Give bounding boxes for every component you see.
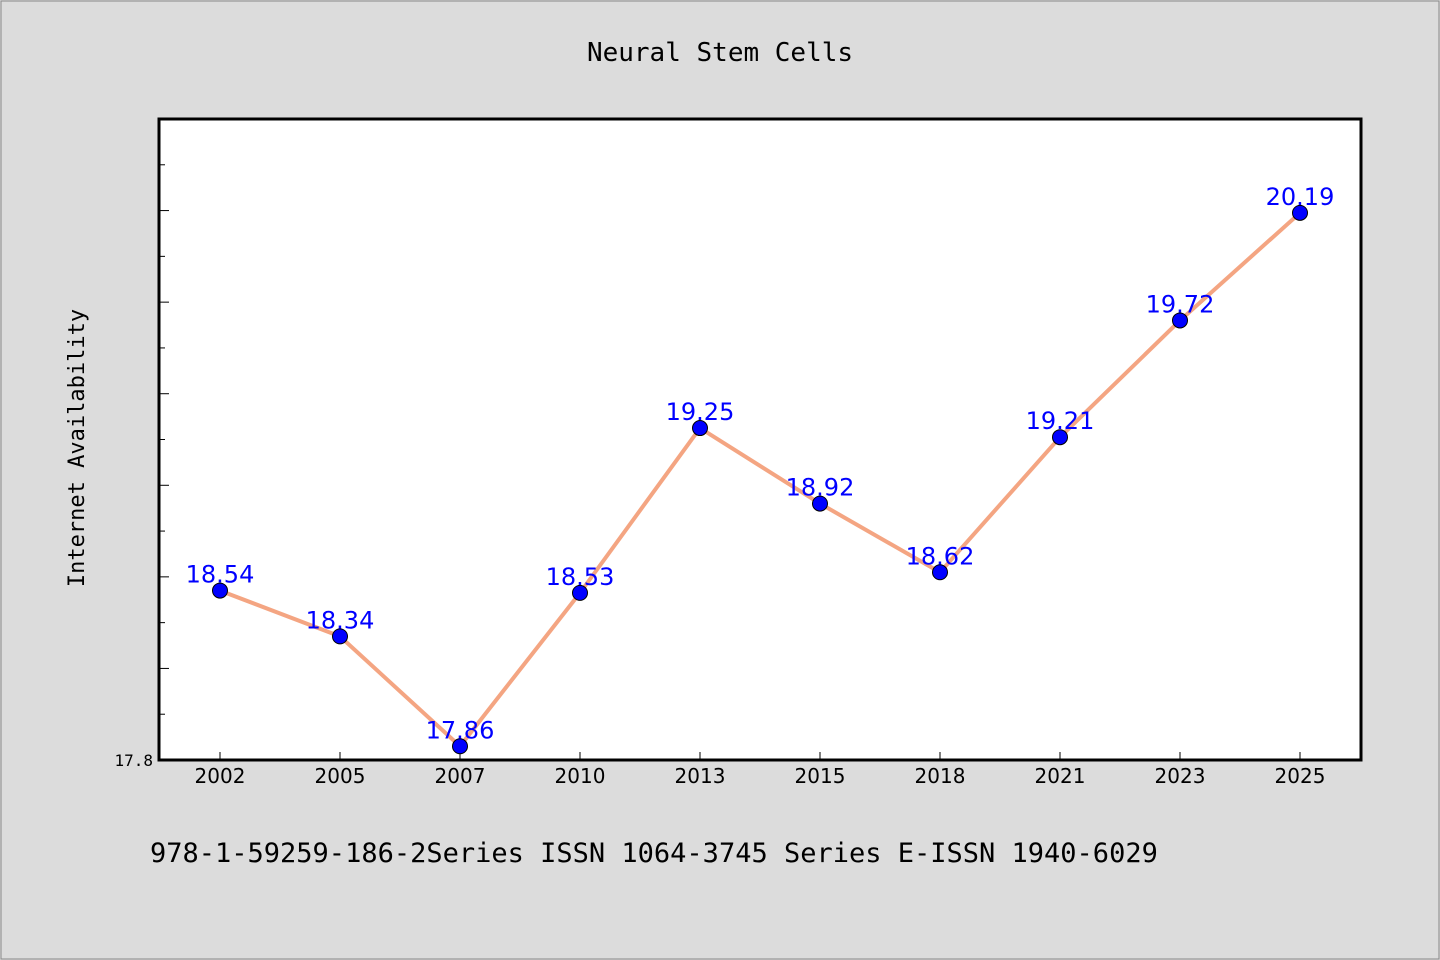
y-tick-label: 17.8: [114, 751, 153, 770]
x-tick-label: 2007: [435, 764, 486, 788]
data-point: [572, 584, 588, 601]
data-label: 18.62: [906, 542, 975, 570]
data-label: 18.53: [546, 563, 615, 591]
y-axis-ticks: [159, 164, 169, 761]
x-tick-label: 2005: [315, 764, 366, 788]
data-label: 19.21: [1026, 407, 1095, 435]
data-labels: 18.54 18.34 17.86 18.53 19.25 18.92 18.62 19.21…: [186, 183, 1335, 744]
chart-title: Neural Stem Cells: [587, 38, 853, 68]
x-tick-label: 2015: [795, 764, 846, 788]
x-tick-label: 2010: [555, 764, 606, 788]
data-point: [1172, 312, 1188, 329]
plot-area: [157, 117, 1363, 762]
data-point: [812, 495, 828, 512]
x-axis-ticks: 2002 2005 2007 2010 2013 2015 2018 2021 2023 2025: [195, 752, 1326, 788]
x-tick-label: 2013: [675, 764, 726, 788]
data-label: 18.92: [786, 474, 855, 502]
x-tick-label: 2018: [915, 764, 966, 788]
data-point: [332, 628, 348, 645]
x-tick-label: 2002: [195, 764, 246, 788]
data-point: [1292, 204, 1308, 221]
footer-text: 978-1-59259-186-2Series ISSN 1064-3745 S…: [150, 838, 1158, 869]
data-label: 18.34: [306, 606, 375, 634]
data-label: 20.19: [1266, 183, 1335, 211]
data-point: [692, 420, 708, 437]
x-tick-label: 2025: [1275, 764, 1326, 788]
data-point: [212, 582, 228, 599]
data-point: [452, 738, 468, 755]
data-label: 19.25: [666, 398, 735, 426]
series-line: [219, 211, 1302, 749]
series-markers: [212, 204, 1308, 755]
data-point: [1052, 429, 1068, 446]
data-label: 17.86: [426, 716, 495, 744]
data-point: [932, 564, 948, 581]
x-tick-label: 2021: [1035, 764, 1086, 788]
y-axis-label: Internet Availability: [65, 309, 90, 587]
x-tick-label: 2023: [1155, 764, 1206, 788]
data-label: 18.54: [186, 561, 255, 589]
data-label: 19.72: [1146, 290, 1215, 318]
